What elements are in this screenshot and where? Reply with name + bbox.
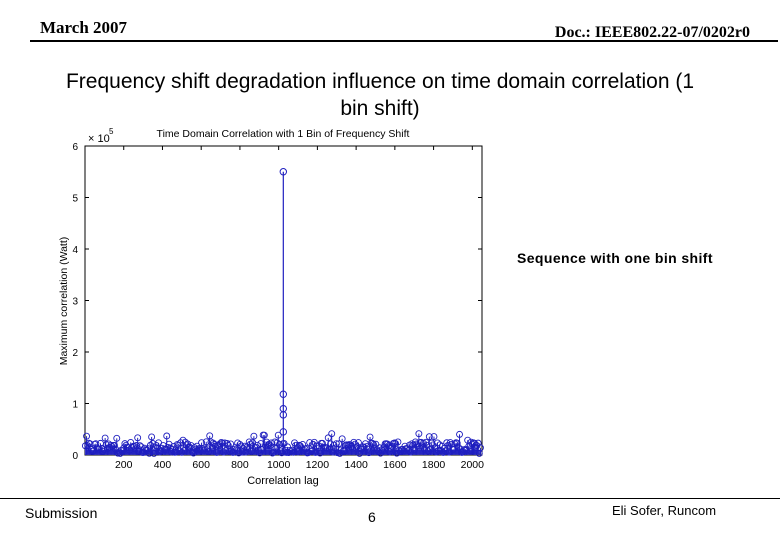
near-peak-marker — [279, 411, 288, 419]
noise-marker — [310, 438, 318, 446]
noise-marker — [148, 433, 156, 441]
footer-divider — [0, 498, 780, 499]
x-tick-label: 1400 — [344, 459, 368, 471]
noise-marker — [250, 432, 258, 440]
noise-marker — [223, 440, 231, 447]
noise-marker — [133, 442, 140, 449]
header-divider — [30, 40, 778, 42]
y-tick-label: 4 — [72, 245, 78, 256]
y-exponent-label: 5 — [109, 127, 114, 136]
noise-marker — [193, 442, 201, 450]
y-tick-label: 0 — [72, 451, 78, 462]
x-tick-label: 1800 — [422, 459, 446, 471]
peak-marker — [279, 168, 288, 176]
x-tick-label: 1600 — [383, 459, 407, 471]
footer-author: Eli Sofer, Runcom — [612, 503, 717, 518]
noise-marker — [354, 439, 362, 447]
header-doc-number: Doc.: IEEE802.22-07/0202r0 — [554, 24, 750, 41]
near-peak-marker — [279, 390, 288, 398]
x-tick-label: 200 — [115, 459, 133, 471]
noise-marker — [456, 430, 463, 438]
noise-marker — [83, 432, 90, 440]
noise-marker — [425, 433, 433, 441]
y-tick-label: 6 — [72, 142, 78, 153]
near-peak-marker — [279, 428, 288, 436]
x-tick-label: 400 — [154, 459, 172, 471]
y-axis-label: Maximum correlation (Watt) — [58, 237, 70, 366]
sequence-annotation: Sequence with one bin shift — [517, 250, 713, 266]
x-tick-label: 800 — [231, 459, 249, 471]
x-tick-label: 1200 — [306, 459, 330, 471]
noise-marker — [219, 439, 226, 447]
noise-marker — [350, 438, 358, 446]
noise-marker — [415, 430, 423, 438]
noise-marker — [306, 439, 314, 447]
noise-marker — [236, 440, 244, 448]
header-date: March 2007 — [40, 18, 128, 37]
slide-title: Frequency shift degradation influence on… — [65, 70, 695, 120]
footer-submission: Submission — [25, 505, 98, 521]
x-tick-label: 2000 — [461, 459, 485, 471]
y-tick-label: 3 — [72, 297, 78, 308]
noise-marker — [110, 441, 118, 449]
x-tick-label: 600 — [192, 459, 210, 471]
y-tick-label: 1 — [72, 400, 78, 411]
noise-marker — [163, 432, 171, 440]
noise-marker — [227, 440, 235, 448]
noise-marker — [332, 440, 340, 448]
y-multiplier-label: × 10 — [88, 133, 110, 145]
x-axis-label: Correlation lag — [247, 475, 319, 487]
noise-marker — [113, 434, 121, 442]
noise-marker — [263, 438, 271, 446]
x-tick-label: 1000 — [267, 459, 291, 471]
noise-marker — [134, 434, 142, 442]
noise-marker — [183, 441, 190, 449]
noise-marker — [328, 430, 336, 438]
noise-marker — [274, 431, 282, 439]
noise-marker — [184, 440, 192, 448]
noise-marker — [394, 438, 402, 446]
footer-page-number: 6 — [368, 509, 376, 525]
noise-marker — [101, 434, 109, 442]
y-tick-label: 2 — [72, 348, 78, 359]
noise-marker — [107, 441, 115, 449]
noise-marker — [127, 438, 135, 446]
noise-marker — [338, 435, 346, 443]
noise-marker — [292, 441, 300, 449]
noise-marker — [179, 436, 187, 444]
noise-marker — [370, 440, 378, 448]
noise-marker — [434, 439, 441, 447]
y-tick-label: 5 — [72, 194, 78, 205]
noise-marker — [260, 431, 268, 439]
chart-title: Time Domain Correlation with 1 Bin of Fr… — [157, 128, 410, 140]
noise-marker — [430, 433, 438, 440]
noise-marker — [318, 439, 326, 447]
noise-marker — [453, 439, 461, 447]
